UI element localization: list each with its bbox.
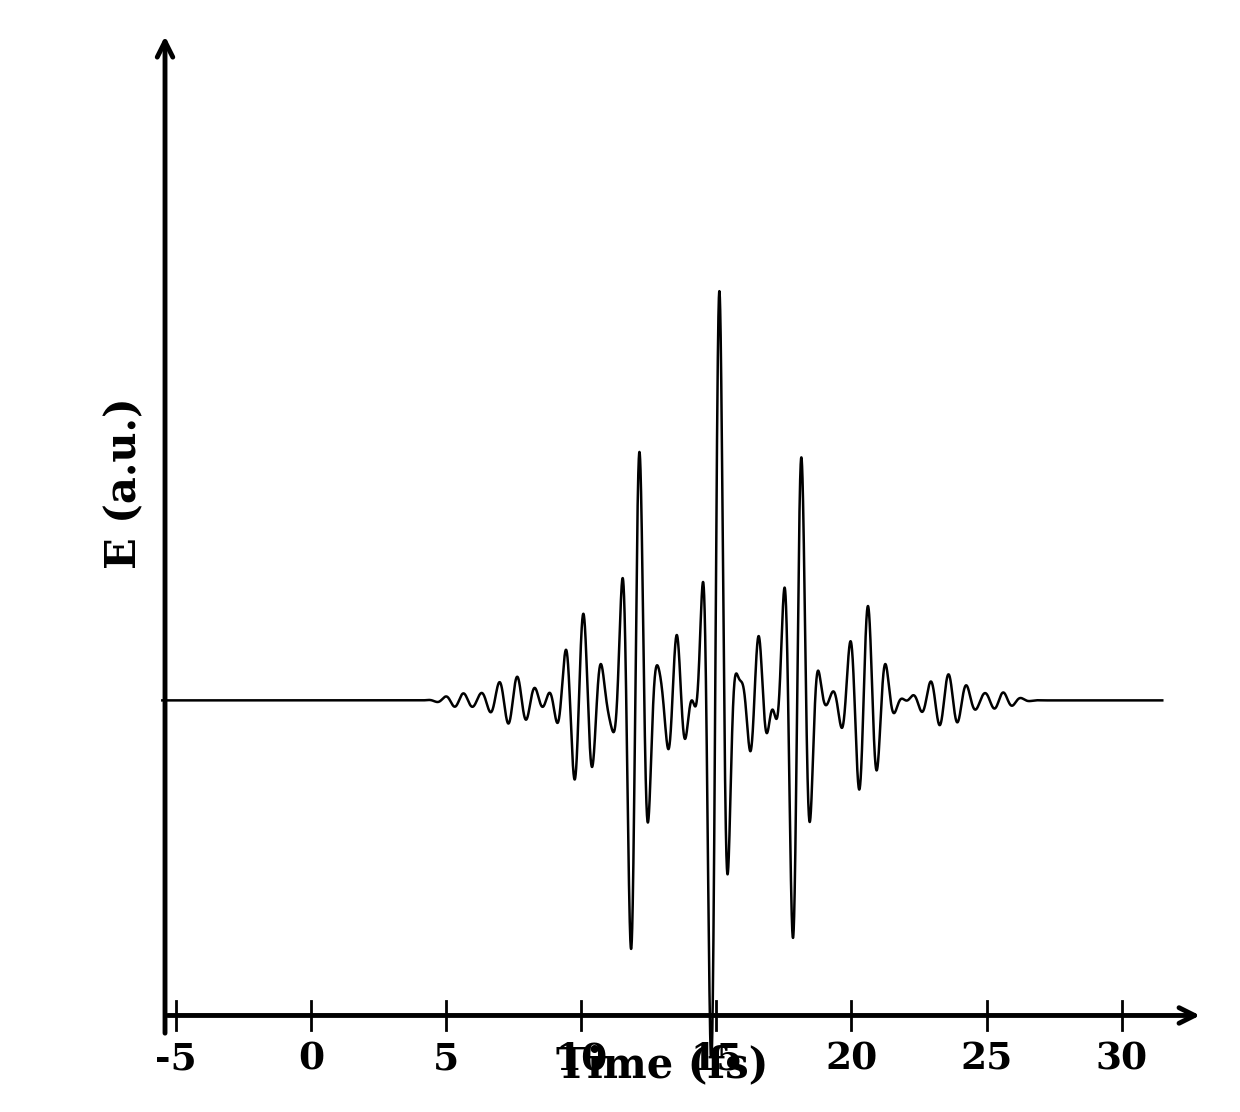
Text: 25: 25 xyxy=(961,1040,1013,1078)
Text: E (a.u.): E (a.u.) xyxy=(103,398,145,569)
Text: 0: 0 xyxy=(298,1040,324,1078)
Text: -5: -5 xyxy=(155,1040,197,1078)
Text: 10: 10 xyxy=(556,1040,608,1078)
Text: 15: 15 xyxy=(691,1040,743,1078)
Text: Time (fs): Time (fs) xyxy=(556,1044,769,1086)
Text: 30: 30 xyxy=(1096,1040,1148,1078)
Text: 20: 20 xyxy=(826,1040,878,1078)
Text: 5: 5 xyxy=(433,1040,459,1078)
